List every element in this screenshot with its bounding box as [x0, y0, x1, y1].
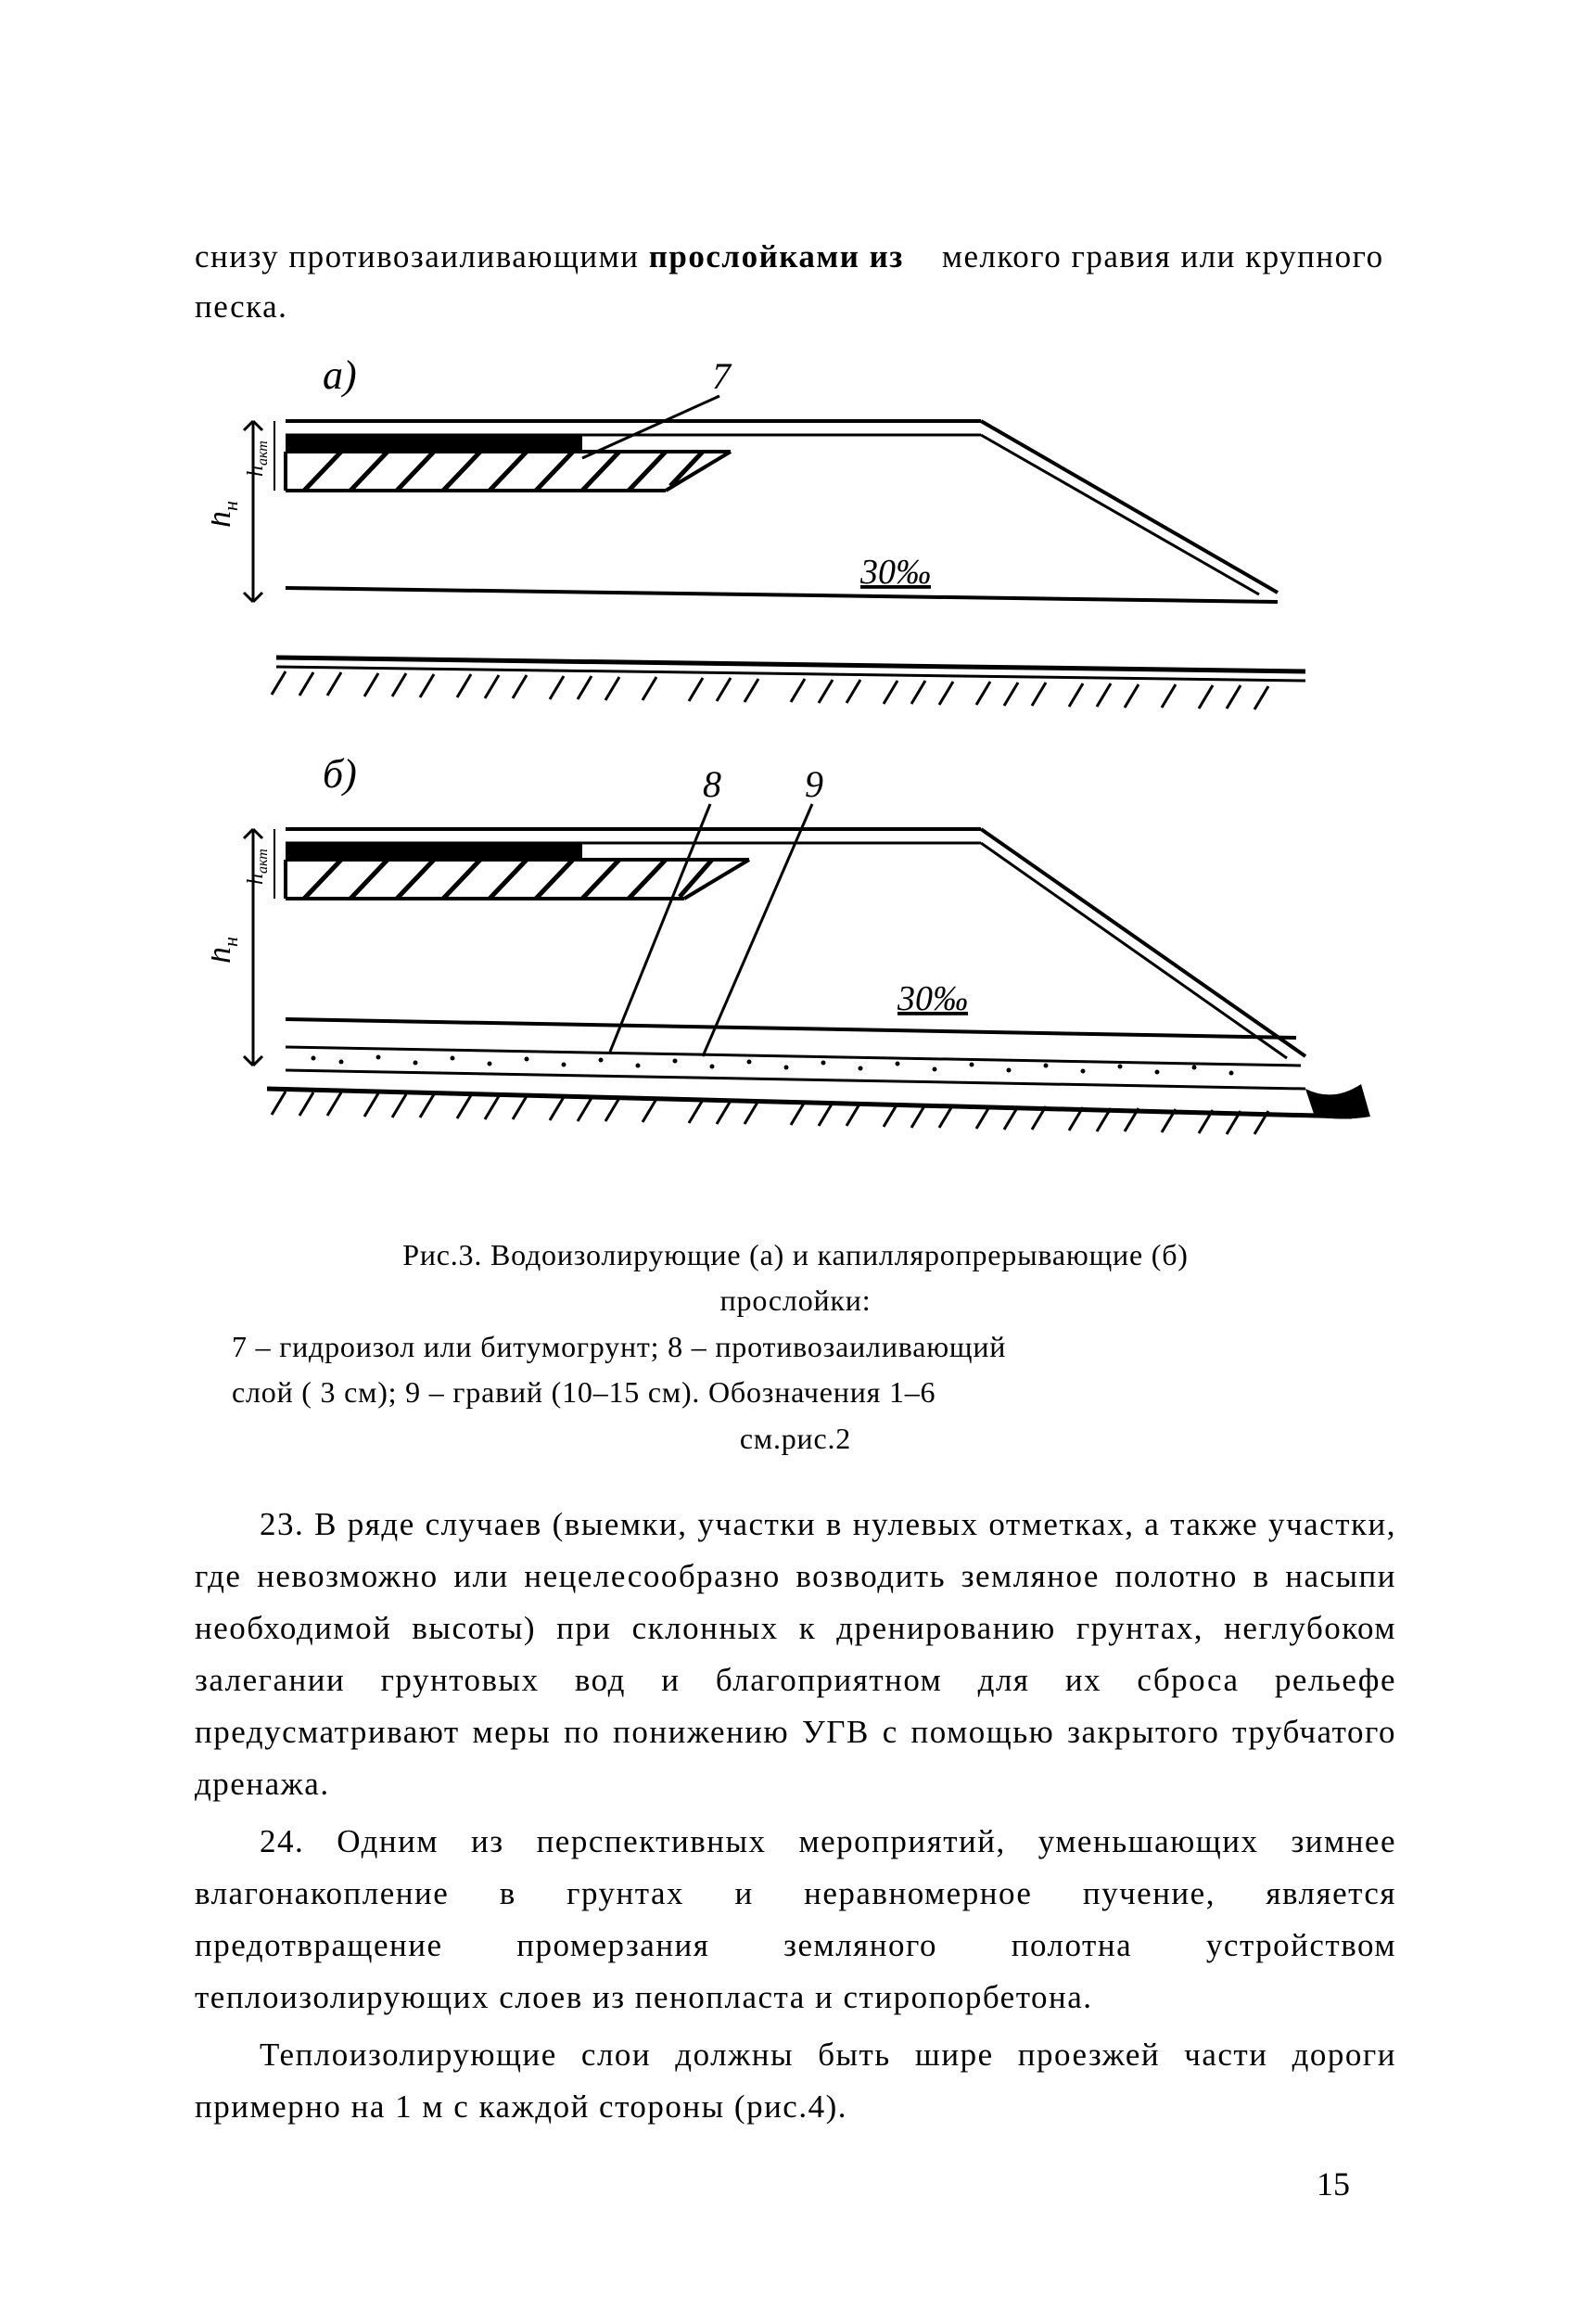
caption-line-2: прослойки:	[195, 1278, 1396, 1324]
hatch-layer-a	[286, 452, 731, 491]
leader-9-text: 9	[805, 763, 823, 805]
paragraph-25: Теплоизолирующие слои должны быть шире п…	[195, 2029, 1396, 2133]
caption-line-4: слой ( 3 см); 9 – гравий (10–15 см). Обо…	[195, 1370, 1396, 1416]
leader-8-line	[610, 804, 710, 1052]
svg-text:hн: hн	[211, 501, 242, 528]
figure-3: а) 7	[195, 351, 1396, 1205]
view-b-label: б)	[323, 751, 357, 797]
page-number: 15	[1317, 2164, 1350, 2203]
leader-8-text: 8	[703, 763, 721, 805]
leader-7-line	[582, 396, 719, 458]
svg-text:hакт: hакт	[244, 849, 271, 885]
page-content: снизу противозаиливающими прослойками из…	[195, 232, 1396, 2133]
caption-line-3: 7 – гидроизол или битумогрунт; 8 – проти…	[195, 1324, 1396, 1371]
slope-a: 30‰	[859, 553, 931, 592]
svg-text:hакт: hакт	[244, 441, 271, 477]
leader-7-text: 7	[712, 355, 732, 397]
ditch-fill	[1305, 1084, 1370, 1119]
paragraph-24: 24. Одним из перспективных мероприятий, …	[195, 1816, 1396, 2024]
cross-section-diagram: а) 7	[211, 351, 1380, 1205]
slope-b: 30‰	[897, 979, 968, 1018]
intro-paragraph: снизу противозаиливающими прослойками из…	[195, 232, 1396, 333]
caption-line-5: см.рис.2	[195, 1416, 1396, 1462]
view-a-label: а)	[323, 352, 357, 398]
caption-line-1: Рис.3. Водоизолирующие (а) и капилляропр…	[195, 1232, 1396, 1279]
svg-text:hн: hн	[211, 937, 242, 964]
figure-caption: Рис.3. Водоизолирующие (а) и капилляропр…	[195, 1232, 1396, 1462]
paragraph-23: 23. В ряде случаев (выемки, участки в ну…	[195, 1499, 1396, 1810]
